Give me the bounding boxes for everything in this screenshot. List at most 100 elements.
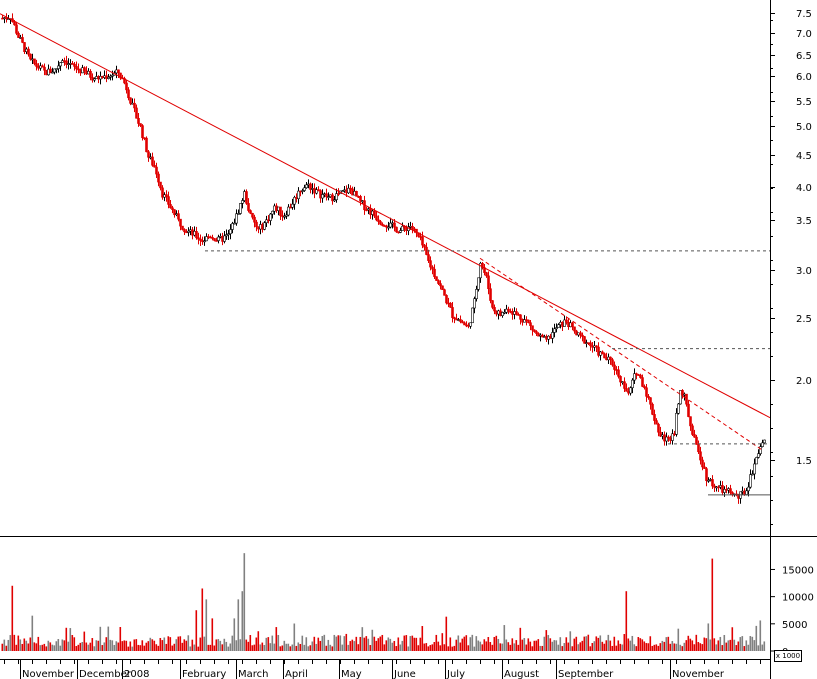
- volume-bar: [149, 637, 152, 651]
- candle-body: [477, 277, 480, 290]
- candle-body: [303, 187, 306, 191]
- candle-body: [239, 203, 242, 214]
- volume-bar: [507, 642, 510, 651]
- candle-body: [119, 72, 122, 79]
- volume-bar: [341, 644, 344, 651]
- candle-body: [165, 194, 168, 197]
- price-tick-label: 4.0: [796, 183, 812, 194]
- candle-body: [269, 213, 272, 221]
- volume-bar: [327, 639, 330, 651]
- candle-body: [471, 307, 474, 324]
- volume-bar: [697, 642, 700, 651]
- volume-bar: [411, 635, 414, 651]
- volume-bar: [23, 638, 26, 651]
- volume-bar: [293, 623, 296, 651]
- candle-body: [145, 137, 148, 153]
- volume-bar: [613, 636, 616, 651]
- volume-bar: [317, 637, 320, 651]
- volume-bar: [721, 645, 724, 651]
- volume-bar: [499, 643, 502, 651]
- volume-bar: [9, 635, 12, 651]
- volume-bar: [205, 599, 208, 651]
- volume-bar: [355, 636, 358, 651]
- volume-bar: [395, 646, 398, 651]
- candle-body: [253, 216, 256, 223]
- candle-body: [75, 66, 78, 70]
- candle-body: [617, 369, 620, 377]
- volume-bar: [751, 636, 754, 651]
- volume-bar: [415, 637, 418, 651]
- candle-body: [375, 215, 378, 221]
- volume-bar: [733, 639, 736, 651]
- candle-body: [107, 76, 110, 79]
- candle-body: [149, 156, 152, 159]
- volume-bar: [197, 646, 200, 651]
- candle-body: [219, 236, 222, 238]
- volume-bar: [643, 641, 646, 651]
- volume-bar: [749, 636, 752, 651]
- volume-bar: [29, 637, 32, 651]
- volume-bar: [549, 638, 552, 651]
- candle-body: [17, 33, 20, 38]
- candle-body: [27, 48, 30, 55]
- volume-bar: [261, 642, 264, 651]
- candle-body: [89, 70, 92, 78]
- volume-bar: [673, 643, 676, 651]
- volume-bar: [419, 637, 422, 651]
- candle-body: [301, 190, 304, 192]
- volume-bar: [87, 644, 90, 651]
- candle-body: [565, 319, 568, 323]
- candle-body: [401, 225, 404, 231]
- candle-body: [203, 240, 206, 243]
- volume-bar: [513, 643, 516, 651]
- candle-body: [67, 63, 70, 65]
- price-tick-label: 1.5: [796, 456, 812, 467]
- volume-bar: [27, 643, 30, 651]
- candle-body: [95, 76, 98, 79]
- candle-body: [759, 446, 762, 454]
- candle-body: [551, 332, 554, 339]
- volume-bar: [7, 639, 10, 651]
- volume-bar: [761, 644, 764, 651]
- candle-body: [445, 295, 448, 304]
- candle-body: [125, 82, 128, 91]
- volume-bar: [231, 635, 234, 651]
- volume-bar: [123, 640, 126, 651]
- candle-body: [677, 403, 680, 414]
- volume-bar: [503, 625, 506, 651]
- volume-bar: [529, 641, 532, 651]
- candle-body: [293, 197, 296, 205]
- candle-body: [491, 300, 494, 308]
- volume-bar: [283, 640, 286, 651]
- candle-body: [241, 200, 244, 204]
- volume-bar: [477, 640, 480, 651]
- candle-body: [529, 322, 532, 327]
- candle-body: [49, 68, 52, 74]
- volume-bar: [151, 639, 154, 651]
- volume-bar: [233, 618, 236, 651]
- candle-body: [377, 219, 380, 222]
- candle-body: [479, 262, 482, 279]
- candle-body: [57, 65, 60, 69]
- volume-bar: [487, 637, 490, 651]
- volume-bar: [13, 634, 16, 651]
- volume-bar: [289, 646, 292, 651]
- volume-bar: [177, 636, 180, 651]
- volume-bar: [365, 636, 368, 651]
- volume-bar: [319, 640, 322, 651]
- candle-body: [29, 53, 32, 60]
- volume-bar: [709, 639, 712, 651]
- candle-body: [705, 468, 708, 482]
- candle-body: [225, 234, 228, 237]
- volume-bar: [373, 636, 376, 651]
- candle-body: [643, 386, 646, 389]
- volume-bar: [301, 635, 304, 651]
- volume-bar: [731, 627, 734, 651]
- candle-body: [127, 89, 130, 99]
- volume-bar: [669, 643, 672, 651]
- candle-body: [209, 236, 212, 239]
- candle-body: [745, 490, 748, 495]
- candle-body: [35, 63, 38, 67]
- candle-body: [221, 236, 224, 242]
- volume-bar: [561, 646, 564, 651]
